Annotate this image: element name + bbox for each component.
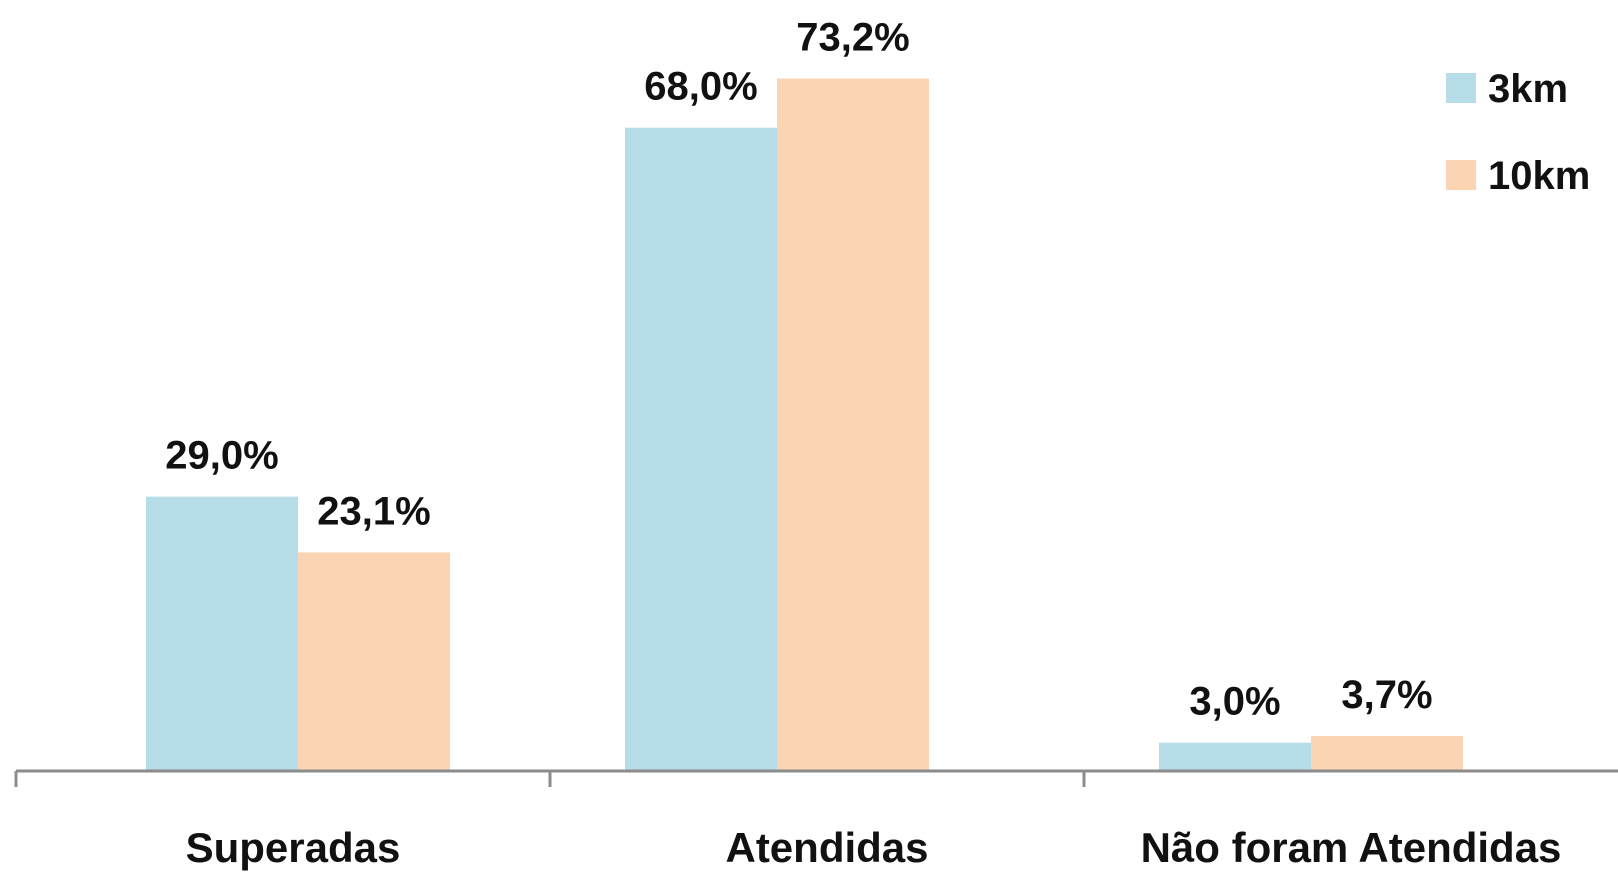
data-label-10km-atendidas: 73,2%: [796, 16, 909, 60]
data-labels-layer: 29,0% 23,1% 68,0% 73,2% 3,0% 3,7%: [165, 16, 1432, 724]
data-label-3km-atendidas: 68,0%: [644, 65, 757, 109]
bar-10km-atendidas: [777, 78, 929, 771]
bars-layer: [146, 78, 1463, 772]
bar-3km-atendidas: [625, 127, 777, 772]
legend-label-10km: 10km: [1488, 154, 1590, 198]
bar-10km-superadas: [298, 552, 450, 771]
data-label-10km-superadas: 23,1%: [317, 489, 430, 533]
bar-10km-nao-foram-atendidas: [1311, 735, 1463, 771]
bar-3km-nao-foram-atendidas: [1159, 742, 1311, 771]
legend-swatch-10km: [1446, 160, 1476, 190]
legend-swatch-3km: [1446, 73, 1476, 103]
category-label-nao-foram-atendidas: Não foram Atendidas: [1141, 824, 1562, 871]
x-axis: Superadas Atendidas Não foram Atendidas: [14, 769, 1618, 871]
data-label-10km-nao-foram-atendidas: 3,7%: [1341, 673, 1432, 717]
legend: 3km 10km: [1446, 67, 1590, 198]
category-label-superadas: Superadas: [186, 824, 401, 871]
legend-label-3km: 3km: [1488, 67, 1568, 111]
data-label-3km-nao-foram-atendidas: 3,0%: [1189, 680, 1280, 724]
bar-3km-superadas: [146, 496, 298, 771]
category-label-atendidas: Atendidas: [725, 824, 928, 871]
data-label-3km-superadas: 29,0%: [165, 434, 278, 478]
